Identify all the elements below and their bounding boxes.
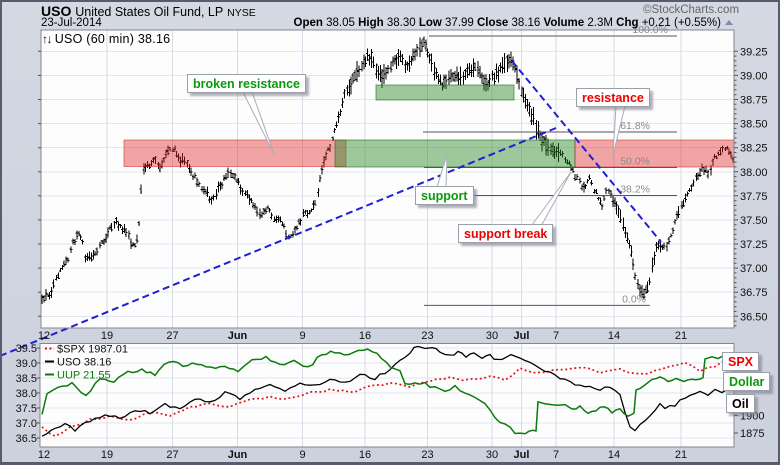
- svg-text:1875: 1875: [740, 428, 764, 440]
- svg-text:21: 21: [675, 449, 687, 461]
- svg-text:16: 16: [359, 449, 371, 461]
- svg-text:Jun: Jun: [228, 449, 248, 461]
- svg-text:39.0: 39.0: [16, 358, 37, 370]
- svg-text:36.50: 36.50: [740, 311, 768, 323]
- svg-text:12: 12: [38, 330, 50, 342]
- svg-text:39.00: 39.00: [740, 70, 768, 82]
- svg-text:37.75: 37.75: [740, 191, 768, 203]
- svg-text:50.0%: 50.0%: [620, 156, 650, 168]
- svg-text:36.75: 36.75: [740, 287, 768, 299]
- svg-text:USO 38.16: USO 38.16: [57, 357, 111, 369]
- svg-text:27: 27: [166, 449, 178, 461]
- svg-text:38.25: 38.25: [740, 143, 768, 155]
- svg-text:38.75: 38.75: [740, 95, 768, 107]
- svg-text:14: 14: [608, 330, 620, 342]
- svg-text:38.00: 38.00: [740, 167, 768, 179]
- svg-text:Jun: Jun: [228, 330, 248, 342]
- svg-text:19: 19: [101, 449, 113, 461]
- svg-text:1900: 1900: [740, 411, 764, 423]
- svg-text:61.8%: 61.8%: [620, 120, 650, 132]
- svg-text:21: 21: [675, 330, 687, 342]
- svg-text:36.5: 36.5: [16, 433, 37, 445]
- svg-text:9: 9: [299, 330, 305, 342]
- svg-text:14: 14: [608, 449, 620, 461]
- svg-text:16: 16: [359, 330, 371, 342]
- svg-text:Jul: Jul: [514, 449, 530, 461]
- svg-text:Jul: Jul: [514, 330, 530, 342]
- svg-text:38.50: 38.50: [740, 119, 768, 131]
- svg-text:19: 19: [101, 330, 113, 342]
- svg-text:30: 30: [486, 330, 498, 342]
- svg-text:$SPX 1987.01: $SPX 1987.01: [57, 344, 128, 356]
- svg-text:39.25: 39.25: [740, 46, 768, 58]
- svg-text:37.0: 37.0: [16, 418, 37, 430]
- svg-text:37.00: 37.00: [740, 263, 768, 275]
- svg-text:37.50: 37.50: [740, 215, 768, 227]
- svg-text:39.5: 39.5: [16, 343, 37, 355]
- svg-text:9: 9: [299, 449, 305, 461]
- svg-text:27: 27: [166, 330, 178, 342]
- svg-text:7: 7: [553, 330, 559, 342]
- svg-text:38.2%: 38.2%: [620, 184, 650, 196]
- svg-text:7: 7: [553, 449, 559, 461]
- svg-text:23: 23: [421, 330, 433, 342]
- svg-text:38.0: 38.0: [16, 388, 37, 400]
- svg-text:23: 23: [421, 449, 433, 461]
- svg-text:37.25: 37.25: [740, 239, 768, 251]
- svg-text:37.5: 37.5: [16, 403, 37, 415]
- svg-text:12: 12: [38, 449, 50, 461]
- svg-text:UUP 21.55: UUP 21.55: [57, 370, 111, 382]
- svg-text:0.0%: 0.0%: [622, 293, 646, 305]
- svg-text:30: 30: [486, 449, 498, 461]
- svg-text:38.5: 38.5: [16, 373, 37, 385]
